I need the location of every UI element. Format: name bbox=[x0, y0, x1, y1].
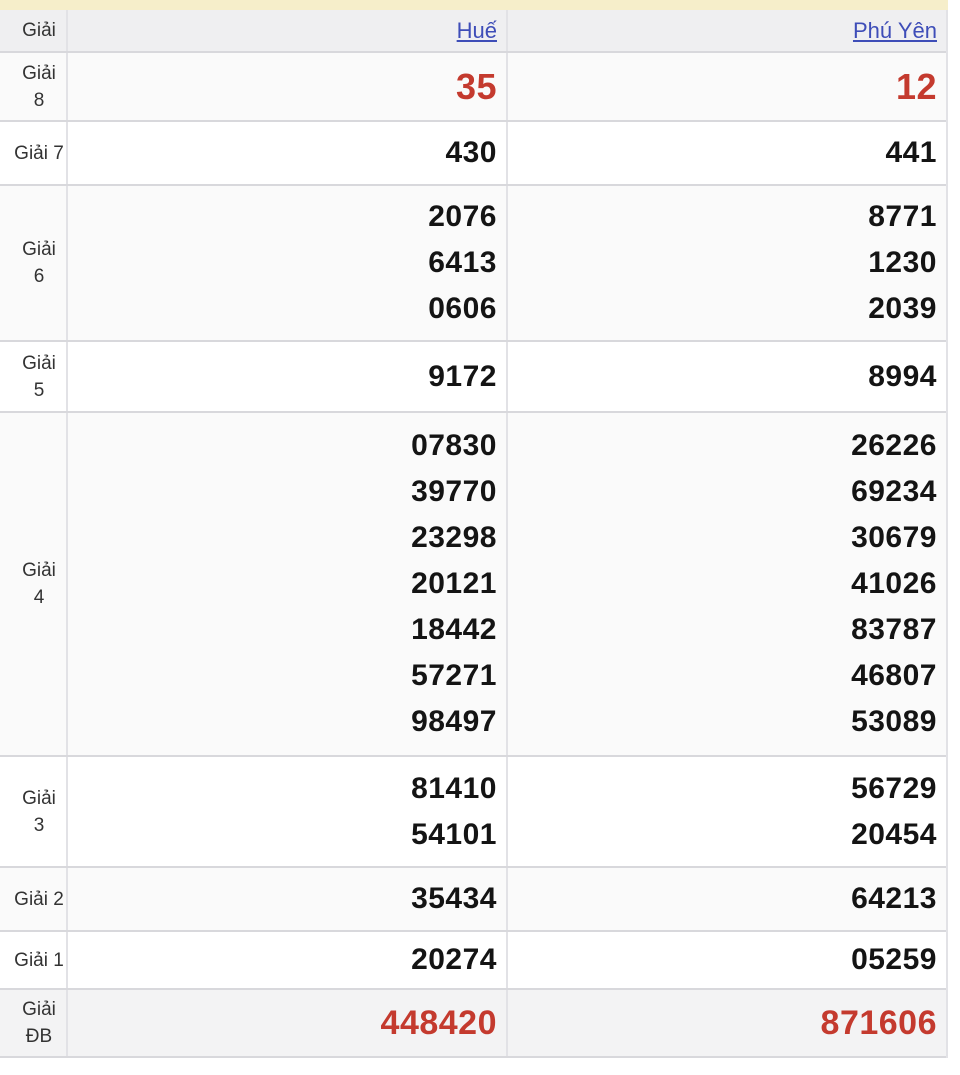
hue-values-g5: 9172 bbox=[68, 342, 508, 411]
prize-label-g4: Giải 4 bbox=[0, 413, 68, 755]
phuyen-number: 26226 bbox=[851, 429, 937, 462]
phuyen-number: 56729 bbox=[851, 771, 937, 805]
phuyen-number: 2039 bbox=[868, 292, 937, 325]
prize-label-g3: Giải 3 bbox=[0, 757, 68, 866]
phuyen-number: 12 bbox=[895, 65, 937, 107]
phuyen-number: 41026 bbox=[851, 567, 937, 600]
hue-number: 2076 bbox=[428, 200, 497, 233]
hue-link[interactable]: Huế bbox=[456, 17, 497, 43]
header-hue-cell: Huế bbox=[68, 10, 508, 51]
phuyen-number: 441 bbox=[885, 136, 937, 169]
prize-label-line: ĐB bbox=[25, 1026, 53, 1047]
phuyen-values-g6: 8771 1230 2039 bbox=[508, 186, 946, 340]
hue-number: 20121 bbox=[411, 567, 497, 600]
hue-number: 448420 bbox=[380, 1004, 497, 1042]
prize-label-g7: Giải 7 bbox=[0, 122, 68, 184]
hue-values-g3: 81410 54101 bbox=[68, 757, 508, 866]
prize-label-line: 3 bbox=[33, 814, 45, 836]
hue-number: 20274 bbox=[411, 943, 497, 976]
phuyen-number: 69234 bbox=[851, 475, 937, 508]
phuyen-values-g4: 26226 69234 30679 41026 83787 46807 53089 bbox=[508, 413, 946, 755]
phu-yen-link[interactable]: Phú Yên bbox=[852, 17, 937, 43]
prize-label-g1: Giải 1 bbox=[0, 932, 68, 988]
hue-values-db: 448420 bbox=[68, 990, 508, 1056]
top-highlight-strip bbox=[0, 0, 948, 10]
hue-number: 6413 bbox=[428, 246, 497, 279]
phuyen-number: 1230 bbox=[868, 246, 937, 279]
prize-label-g2: Giải 2 bbox=[0, 868, 68, 930]
phuyen-number: 8994 bbox=[868, 359, 937, 393]
prize-row-g3: Giải 3 81410 54101 56729 20454 bbox=[0, 757, 946, 868]
prize-row-g7: Giải 7 430 441 bbox=[0, 122, 946, 186]
hue-number: 57271 bbox=[411, 659, 497, 692]
prize-label-line: Giải 1 bbox=[14, 949, 64, 971]
hue-values-g8: 35 bbox=[68, 53, 508, 120]
phuyen-number: 871606 bbox=[820, 1004, 937, 1042]
hue-values-g1: 20274 bbox=[68, 932, 508, 988]
hue-number: 0606 bbox=[428, 292, 497, 325]
prize-row-db: Giải ĐB 448420 871606 bbox=[0, 990, 946, 1058]
phuyen-values-g5: 8994 bbox=[508, 342, 946, 411]
hue-number: 430 bbox=[445, 136, 497, 169]
prize-label-line: Giải bbox=[22, 787, 56, 809]
phuyen-number: 53089 bbox=[851, 705, 937, 738]
prize-row-g1: Giải 1 20274 05259 bbox=[0, 932, 946, 990]
prize-label-line: Giải 7 bbox=[14, 142, 64, 164]
header-row: Giải Huế Phú Yên bbox=[0, 10, 946, 53]
phuyen-values-g2: 64213 bbox=[508, 868, 946, 930]
hue-values-g2: 35434 bbox=[68, 868, 508, 930]
prize-label-line: Giải 2 bbox=[14, 888, 64, 910]
hue-number: 18442 bbox=[411, 613, 497, 646]
hue-number: 07830 bbox=[411, 429, 497, 462]
prize-label-line: Giải bbox=[22, 239, 56, 260]
prize-label-g8: Giải 8 bbox=[0, 53, 68, 120]
prize-row-g5: Giải 5 9172 8994 bbox=[0, 342, 946, 413]
prize-label-g5: Giải 5 bbox=[0, 342, 68, 411]
prize-label-line: 4 bbox=[33, 587, 45, 608]
prize-label-line: Giải bbox=[22, 999, 56, 1020]
hue-number: 9172 bbox=[428, 359, 497, 393]
prize-label-g6: Giải 6 bbox=[0, 186, 68, 340]
hue-values-g4: 07830 39770 23298 20121 18442 57271 98497 bbox=[68, 413, 508, 755]
hue-number: 54101 bbox=[411, 817, 497, 851]
header-prize-column-label: Giải bbox=[0, 10, 68, 51]
phuyen-values-g3: 56729 20454 bbox=[508, 757, 946, 866]
prize-row-g4: Giải 4 07830 39770 23298 20121 18442 57271 98497… bbox=[0, 413, 946, 757]
hue-number: 35434 bbox=[411, 882, 497, 915]
prize-label-line: 8 bbox=[33, 89, 45, 111]
hue-values-g6: 2076 6413 0606 bbox=[68, 186, 508, 340]
hue-number: 23298 bbox=[411, 521, 497, 554]
phuyen-values-g8: 12 bbox=[508, 53, 946, 120]
prize-rows-container: Giải 8 35 12 Giải 7 430 441 Giải 6 2076 6413 0606 87… bbox=[0, 53, 946, 1058]
phuyen-values-db: 871606 bbox=[508, 990, 946, 1056]
prize-label-line: Giải bbox=[22, 560, 56, 581]
lottery-results-panel: Giải Huế Phú Yên Giải 8 35 12 Giải 7 430 441 Gi… bbox=[0, 0, 948, 1058]
prize-label-db: Giải ĐB bbox=[0, 990, 68, 1056]
prize-row-g2: Giải 2 35434 64213 bbox=[0, 868, 946, 932]
prize-row-g6: Giải 6 2076 6413 0606 8771 1230 2039 bbox=[0, 186, 946, 342]
phuyen-number: 20454 bbox=[851, 817, 937, 851]
hue-number: 35 bbox=[455, 65, 497, 107]
prize-row-g8: Giải 8 35 12 bbox=[0, 53, 946, 122]
hue-number: 98497 bbox=[411, 705, 497, 738]
prize-label-line: 6 bbox=[33, 266, 45, 287]
phuyen-number: 83787 bbox=[851, 613, 937, 646]
phuyen-number: 8771 bbox=[868, 200, 937, 233]
hue-number: 81410 bbox=[411, 771, 497, 805]
prize-label-line: Giải bbox=[22, 62, 56, 84]
hue-values-g7: 430 bbox=[68, 122, 508, 184]
header-phuyen-cell: Phú Yên bbox=[508, 10, 946, 51]
phuyen-number: 05259 bbox=[851, 943, 937, 976]
phuyen-values-g7: 441 bbox=[508, 122, 946, 184]
prize-label-line: 5 bbox=[33, 379, 45, 401]
phuyen-number: 30679 bbox=[851, 521, 937, 554]
phuyen-number: 64213 bbox=[851, 882, 937, 915]
results-table: Giải Huế Phú Yên Giải 8 35 12 Giải 7 430 441 Gi… bbox=[0, 10, 948, 1058]
hue-number: 39770 bbox=[411, 475, 497, 508]
phuyen-number: 46807 bbox=[851, 659, 937, 692]
prize-label-line: Giải bbox=[22, 352, 56, 374]
phuyen-values-g1: 05259 bbox=[508, 932, 946, 988]
